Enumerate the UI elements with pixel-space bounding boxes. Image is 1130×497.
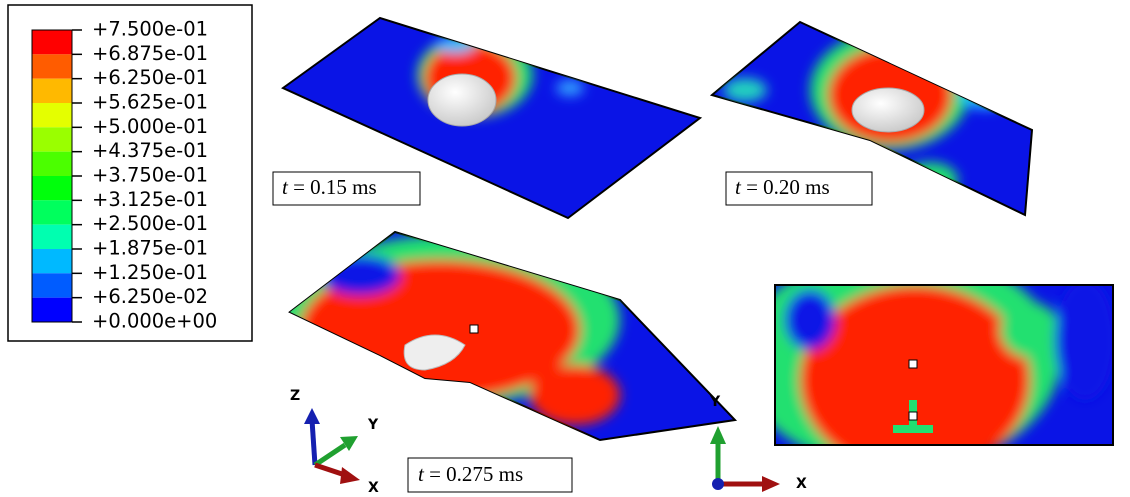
legend-band [32,273,72,298]
legend-band [32,78,72,103]
legend-band [32,30,72,55]
axis-triad: Z Y X [290,388,379,496]
legend-label: +5.625e-01 [92,91,208,114]
legend-label: +3.125e-01 [92,188,208,211]
time-label: t = 0.15 ms [272,171,421,206]
contour-legend: +7.500e-01+6.875e-01+6.250e-01+5.625e-01… [7,4,253,342]
legend-label: +2.500e-01 [92,212,208,235]
axis-triad: Y X [709,394,807,492]
time-value: = 0.275 ms [429,462,523,486]
plate-top-view [774,284,1114,446]
plate-t0275 [288,230,738,442]
legend-label: +7.500e-01 [92,18,208,41]
svg-text:t = 0.15 ms: t = 0.15 ms [282,175,377,199]
axis-label: X [368,480,379,496]
legend-band [32,151,72,176]
legend-band [32,127,72,152]
legend-label: +1.250e-01 [92,261,208,284]
legend-band [32,54,72,79]
svg-text:t = 0.20 ms: t = 0.20 ms [735,175,830,199]
legend-label: +6.250e-01 [92,66,208,89]
legend-band [32,103,72,128]
time-value: = 0.20 ms [746,175,830,199]
legend-band [32,249,72,274]
legend-label: +4.375e-01 [92,139,208,162]
legend-band [32,176,72,201]
legend-label: +5.000e-01 [92,115,208,138]
axis-label: X [796,476,807,492]
legend-label: +1.875e-01 [92,237,208,260]
time-label: t = 0.275 ms [407,457,573,493]
time-label: t = 0.20 ms [725,171,873,206]
legend-label: +6.250e-02 [92,285,208,308]
legend-label: +3.750e-01 [92,164,208,187]
axis-label: Z [290,388,300,404]
axis-label: Y [709,394,721,410]
time-value: = 0.15 ms [293,175,377,199]
legend-label: +6.875e-01 [92,42,208,65]
time-symbol: t [735,175,742,199]
time-symbol: t [282,175,289,199]
legend-label: +0.000e+00 [92,310,217,333]
time-symbol: t [418,462,425,486]
legend-band [32,297,72,322]
legend-band [32,200,72,225]
axis-label: Y [367,417,379,433]
svg-text:t = 0.275 ms: t = 0.275 ms [418,462,523,486]
legend-band [32,224,72,249]
